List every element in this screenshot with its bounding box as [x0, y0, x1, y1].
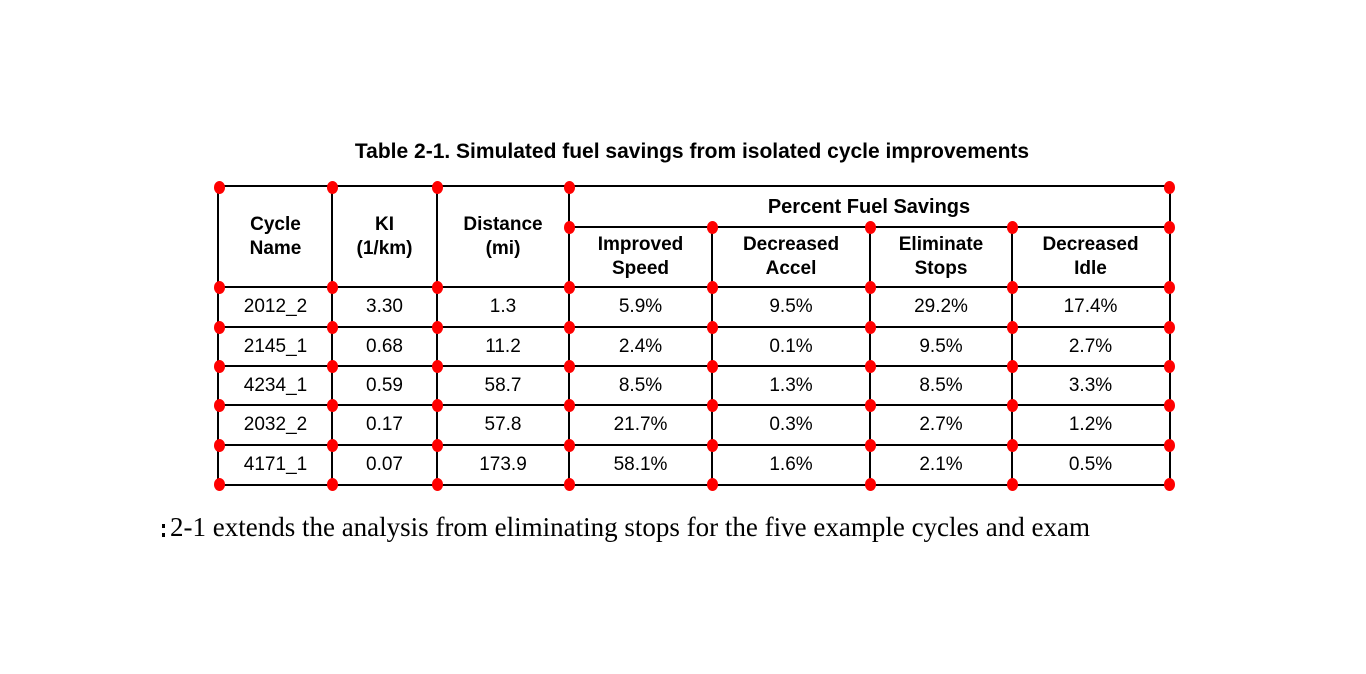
- grid-line: [219, 444, 1169, 446]
- header-decreased-idle: Decreased Idle: [1012, 227, 1169, 287]
- header-line: Distance: [463, 214, 543, 235]
- cell-improved-speed: 5.9%: [618, 296, 663, 317]
- cell-distance: 57.8: [484, 414, 522, 435]
- body-paragraph: 2-1 extends the analysis from eliminatin…: [170, 512, 1090, 542]
- header-line: Decreased: [742, 234, 840, 255]
- cell-cycle-name: 2145_1: [243, 335, 308, 357]
- cell-eliminate-stops: 29.2%: [914, 296, 968, 317]
- cell-decreased-accel: 0.1%: [769, 335, 813, 357]
- header-eliminate-stops: Eliminate Stops: [870, 227, 1012, 287]
- cell-eliminate-stops: 2.7%: [919, 414, 963, 435]
- header-line: Stops: [914, 258, 968, 279]
- cell-decreased-accel: 1.6%: [769, 453, 813, 475]
- cell-distance: 173.9: [479, 453, 527, 475]
- cell-ki: 3.30: [366, 296, 403, 317]
- cell-decreased-accel: 0.3%: [769, 414, 813, 435]
- cell-ki: 0.59: [366, 374, 403, 396]
- clipped-character-fragment: [162, 524, 165, 528]
- cell-improved-speed: 2.4%: [618, 335, 663, 357]
- header-line: KI: [375, 214, 394, 235]
- cell-ki: 0.68: [366, 335, 403, 357]
- cell-decreased-idle: 0.5%: [1068, 453, 1113, 475]
- cell-distance: 11.2: [485, 335, 521, 357]
- header-line: Decreased: [1042, 234, 1139, 255]
- header-distance: Distance (mi): [437, 187, 569, 287]
- grid-line: [219, 404, 1169, 406]
- header-line: Name: [249, 238, 302, 259]
- cell-decreased-accel: 9.5%: [769, 296, 813, 317]
- header-line: Accel: [765, 258, 817, 279]
- cell-distance: 1.3: [489, 296, 517, 317]
- header-line: (mi): [485, 238, 521, 259]
- cell-eliminate-stops: 9.5%: [919, 335, 963, 357]
- cell-decreased-idle: 17.4%: [1063, 296, 1118, 317]
- cell-eliminate-stops: 2.1%: [919, 453, 963, 475]
- header-decreased-accel: Decreased Accel: [712, 227, 870, 287]
- fuel-savings-table: Cycle Name KI (1/km) Distance (mi) Perce…: [213, 180, 1175, 491]
- header-line: Idle: [1074, 258, 1107, 279]
- cell-ki: 0.17: [366, 414, 403, 435]
- header-cycle-name: Cycle Name: [219, 187, 332, 287]
- cell-improved-speed: 58.1%: [613, 453, 668, 475]
- cell-eliminate-stops: 8.5%: [919, 374, 963, 396]
- header-ki: KI (1/km): [332, 187, 437, 287]
- header-line: (1/km): [356, 238, 413, 259]
- header-line: Eliminate: [898, 234, 984, 255]
- grid-line: [219, 326, 1169, 328]
- cell-distance: 58.7: [484, 374, 522, 396]
- grid-line: [1011, 227, 1013, 484]
- cell-improved-speed: 8.5%: [618, 374, 663, 396]
- cell-cycle-name: 4234_1: [243, 374, 308, 396]
- grid-line: [331, 187, 333, 484]
- header-line: Speed: [611, 258, 670, 279]
- clipped-character-fragment: [162, 533, 165, 537]
- cell-decreased-idle: 3.3%: [1068, 374, 1113, 396]
- grid-line: [219, 365, 1169, 367]
- cell-decreased-idle: 2.7%: [1068, 335, 1113, 357]
- cell-cycle-name: 2012_2: [243, 296, 308, 317]
- grid-line: [711, 227, 713, 484]
- cell-decreased-idle: 1.2%: [1068, 414, 1113, 435]
- cell-improved-speed: 21.7%: [613, 414, 668, 435]
- grid-line: [219, 286, 1169, 288]
- header-improved-speed: Improved Speed: [569, 227, 712, 287]
- header-percent-fuel-savings: Percent Fuel Savings: [767, 196, 971, 218]
- cell-cycle-name: 4171_1: [243, 453, 308, 475]
- grid-line: [869, 227, 871, 484]
- cell-decreased-accel: 1.3%: [769, 374, 813, 396]
- header-line: Cycle: [250, 214, 301, 235]
- grid-line: [568, 187, 570, 484]
- table-caption: Table 2-1. Simulated fuel savings from i…: [354, 140, 1030, 163]
- grid-line: [436, 187, 438, 484]
- header-line: Improved: [597, 234, 684, 255]
- cell-ki: 0.07: [366, 453, 403, 475]
- cell-cycle-name: 2032_2: [243, 414, 308, 435]
